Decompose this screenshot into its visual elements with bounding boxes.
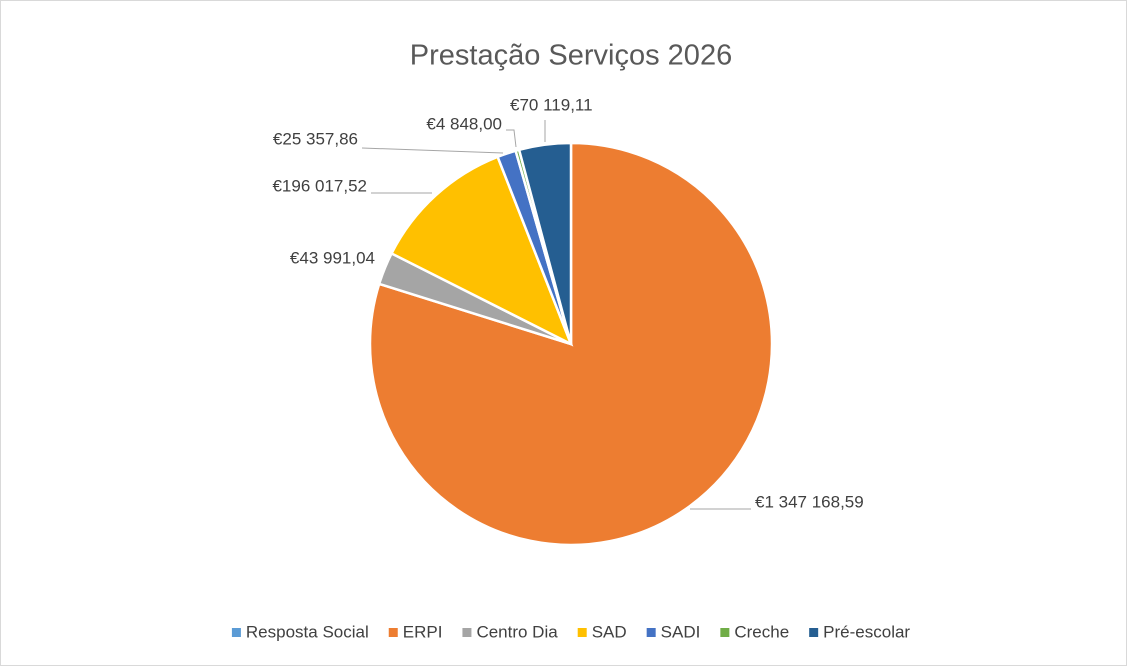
legend-label: SADI	[661, 622, 701, 641]
chart-title: Prestação Serviços 2026	[410, 40, 732, 72]
legend-label: Creche	[734, 622, 789, 641]
legend-marker	[809, 628, 819, 637]
data-label: €25 357,86	[273, 129, 358, 148]
legend-marker	[231, 628, 241, 637]
legend-marker	[577, 628, 587, 637]
data-label: €70 119,11	[510, 95, 593, 114]
data-label: €1 347 168,59	[755, 492, 864, 511]
legend-marker	[646, 628, 656, 637]
data-label: €196 017,52	[272, 176, 367, 195]
legend-label: SAD	[592, 622, 627, 641]
legend-marker	[720, 628, 730, 637]
legend-label: Resposta Social	[246, 622, 369, 641]
pie-slice	[389, 155, 574, 347]
legend-marker	[388, 628, 398, 637]
legend-marker	[462, 628, 472, 637]
leader-line	[506, 129, 517, 148]
data-label: €43 991,04	[290, 248, 375, 267]
legend-label: Centro Dia	[476, 622, 558, 641]
legend-label: Pré-escolar	[823, 622, 910, 641]
data-label: €4 848,00	[426, 114, 502, 133]
legend-label: ERPI	[403, 622, 443, 641]
pie-slice	[517, 141, 573, 345]
leader-line	[361, 147, 504, 154]
